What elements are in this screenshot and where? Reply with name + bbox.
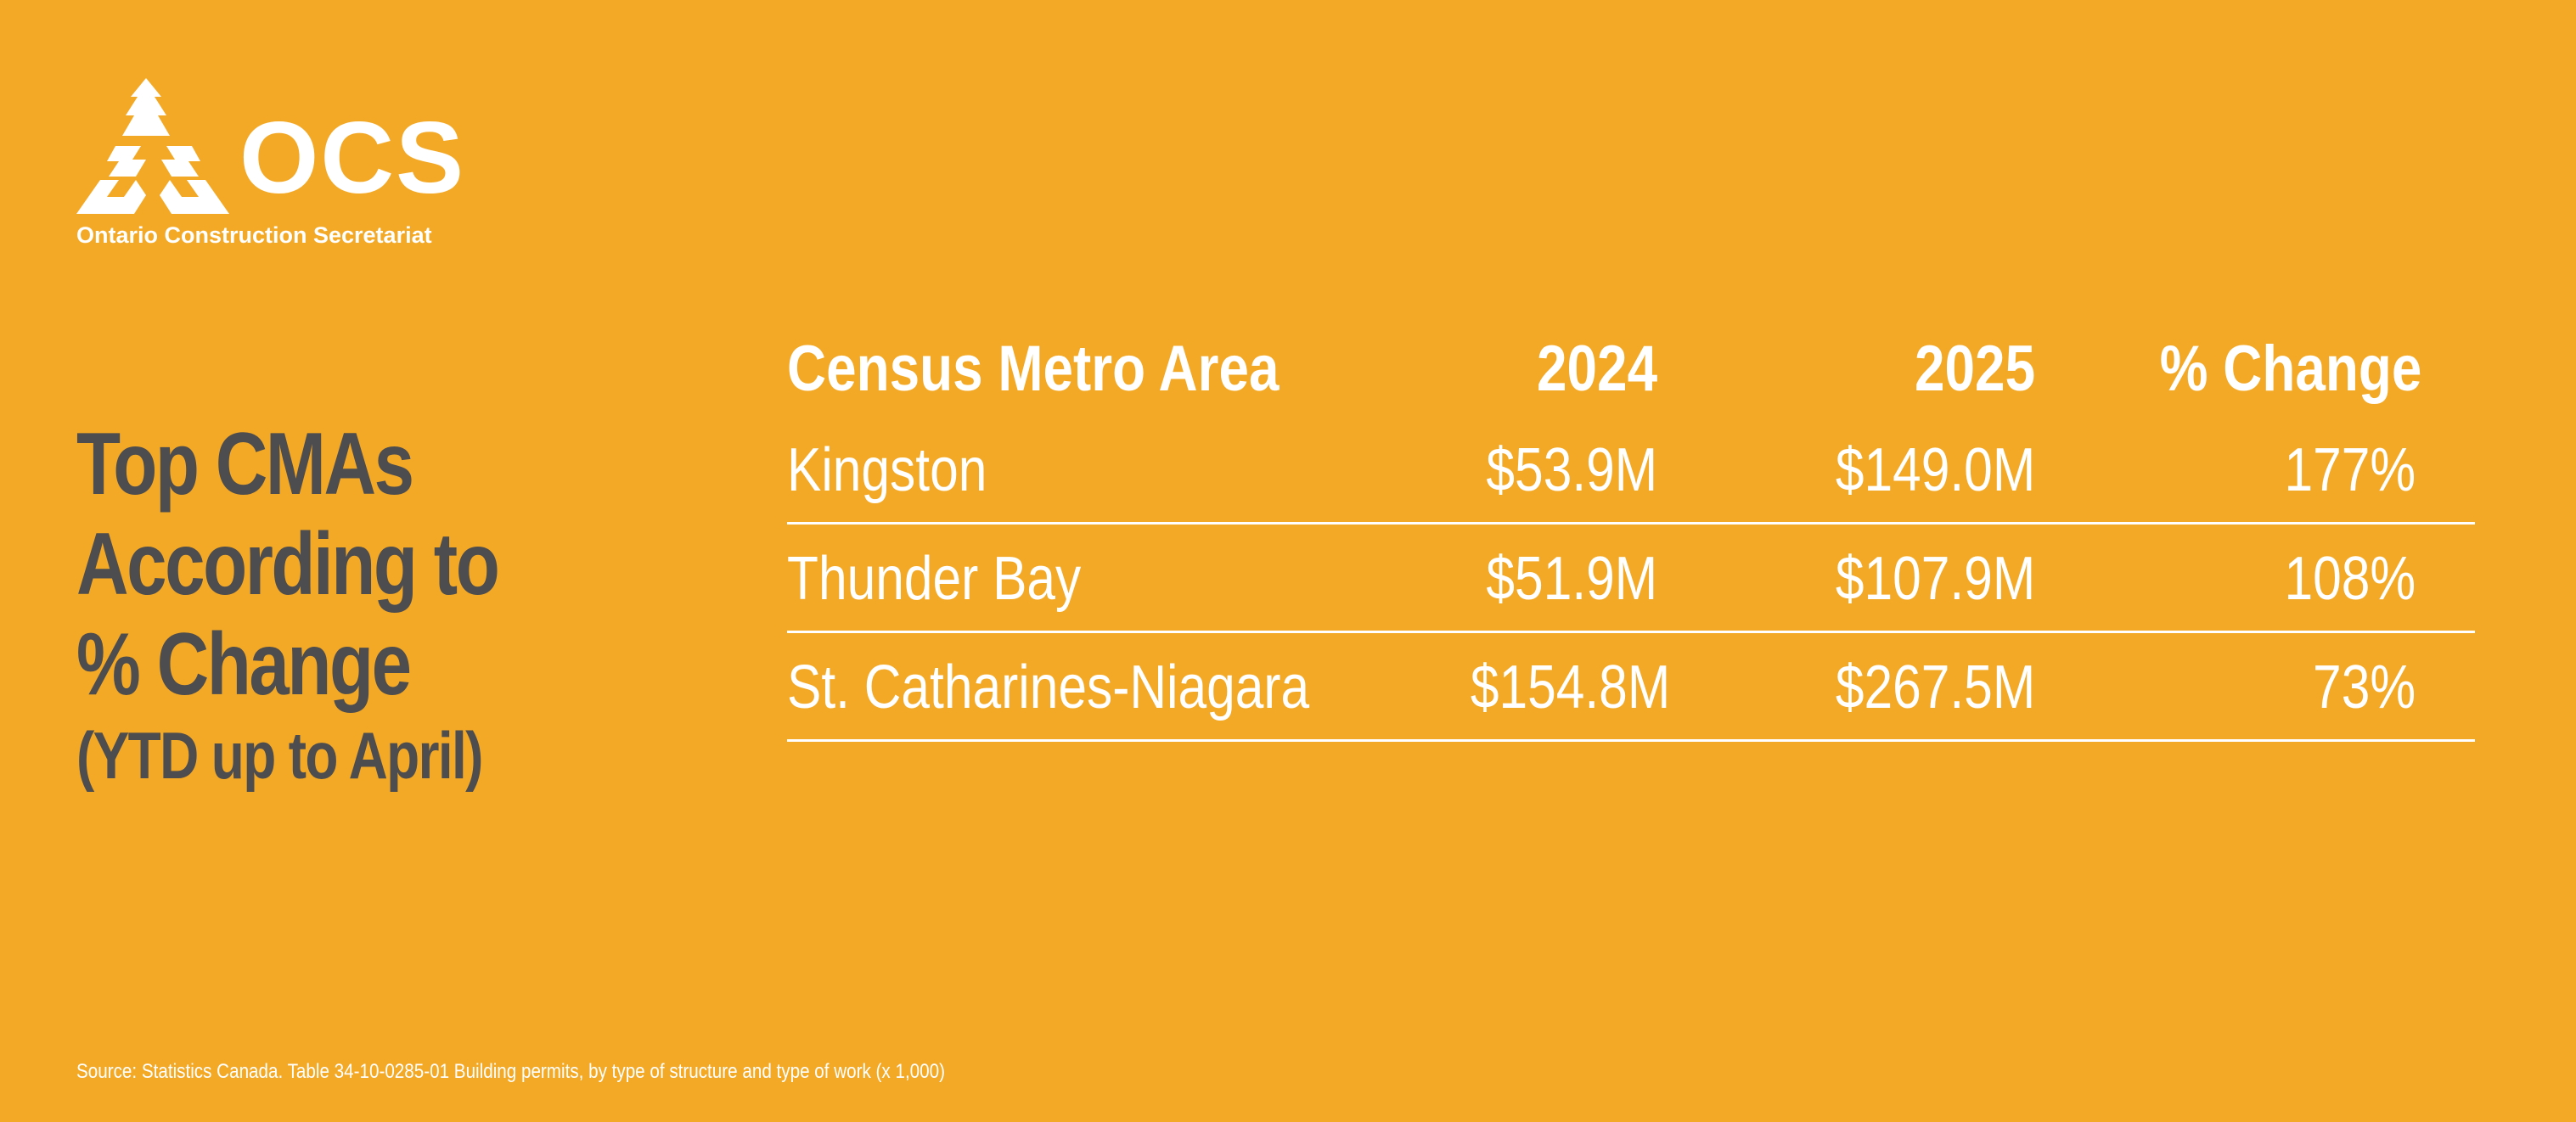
cell-change-text: 73% (2312, 654, 2416, 721)
title-line-1: Top CMAs (76, 415, 414, 513)
ocs-logo-mark-icon (76, 78, 229, 214)
column-header-2024-text: 2024 (1536, 333, 1657, 405)
cell-2024: $154.8M (1432, 633, 1670, 742)
cell-2024-text: $51.9M (1486, 545, 1657, 613)
cell-area: St. Catharines-Niagara (787, 633, 1432, 742)
source-note: Source: Statistics Canada. Table 34-10-0… (76, 1060, 945, 1083)
logo-wordmark: OCS (239, 101, 466, 215)
page-title: Top CMAs According to % Change (YTD up t… (76, 414, 671, 796)
cell-change-text: 108% (2284, 545, 2416, 613)
column-header-area: Census Metro Area (787, 323, 1432, 416)
cell-area-text: Thunder Bay (787, 545, 1082, 613)
cell-2025-text: $107.9M (1835, 545, 2035, 613)
logo-tagline: Ontario Construction Secretariat (76, 222, 432, 248)
cell-2025: $107.9M (1657, 525, 2035, 633)
cell-change-text: 177% (2284, 436, 2416, 504)
column-header-area-text: Census Metro Area (787, 333, 1280, 405)
cell-change: 177% (2035, 416, 2416, 525)
cell-2025-text: $267.5M (1835, 654, 2035, 721)
cell-change: 73% (2035, 633, 2416, 742)
cell-area: Thunder Bay (787, 525, 1432, 633)
cell-area-text: Kingston (787, 436, 987, 504)
table-row: Thunder Bay $51.9M $107.9M 108% (787, 525, 2475, 633)
cell-2024: $51.9M (1432, 525, 1657, 633)
table-header-row: Census Metro Area 2024 2025 % Change (787, 323, 2475, 416)
column-header-change-text: % Change (2159, 333, 2421, 405)
cell-2025: $267.5M (1657, 633, 2035, 742)
column-header-2024: 2024 (1432, 323, 1657, 416)
cell-2024-text: $154.8M (1470, 654, 1671, 721)
column-header-2025-text: 2025 (1914, 333, 2035, 405)
cell-change: 108% (2035, 525, 2416, 633)
cell-2025: $149.0M (1657, 416, 2035, 525)
cell-2024-text: $53.9M (1486, 436, 1657, 504)
title-subtitle: (YTD up to April) (76, 718, 483, 793)
cell-area: Kingston (787, 416, 1432, 525)
title-line-2: According to (76, 515, 500, 614)
table-row: Kingston $53.9M $149.0M 177% (787, 416, 2475, 525)
cell-2025-text: $149.0M (1835, 436, 2035, 504)
column-header-change: % Change (2035, 323, 2421, 416)
column-header-2025: 2025 (1657, 323, 2035, 416)
cma-table: Census Metro Area 2024 2025 % Change Kin… (787, 323, 2475, 742)
title-line-3: % Change (76, 615, 412, 714)
ocs-logo: OCS Ontario Construction Secretariat (76, 78, 518, 256)
cell-area-text: St. Catharines-Niagara (787, 654, 1310, 721)
cell-2024: $53.9M (1432, 416, 1657, 525)
table-row: St. Catharines-Niagara $154.8M $267.5M 7… (787, 633, 2475, 742)
